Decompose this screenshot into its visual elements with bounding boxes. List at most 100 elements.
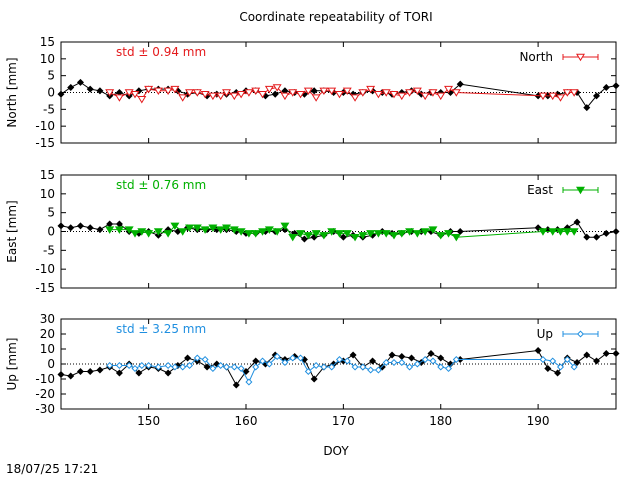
north-point <box>319 87 329 96</box>
up-point <box>164 361 172 370</box>
up-point <box>367 366 375 374</box>
north-point <box>342 87 352 96</box>
reference-point <box>456 227 464 236</box>
up-point <box>335 355 343 364</box>
east-point <box>216 226 226 234</box>
east-point <box>358 232 368 240</box>
north-point <box>373 90 383 99</box>
y-tick-label: 0 <box>47 357 55 371</box>
reference-point <box>388 351 396 359</box>
y-tick-label: -10 <box>35 119 55 133</box>
chart-title: Coordinate repeatability of TORI <box>239 10 432 24</box>
reference-point <box>583 351 591 359</box>
up-point <box>312 361 320 370</box>
up-point <box>193 354 201 362</box>
east-point <box>192 224 202 232</box>
east-point <box>548 228 558 236</box>
reference-point <box>602 229 610 237</box>
east-point <box>105 226 115 234</box>
reference-point <box>583 104 591 112</box>
up-point <box>223 363 231 371</box>
y-axis-label: North [mm] <box>5 57 19 127</box>
up-point <box>445 364 453 373</box>
reference-point <box>76 78 84 86</box>
up-point <box>429 357 437 365</box>
north-point <box>105 89 115 97</box>
reference-point <box>408 354 416 362</box>
east-point <box>178 228 188 236</box>
north-point <box>436 92 446 101</box>
east-panel: -15 -10 -5 0 5 10 15 East [mm] std ± 0.76 mm East <box>5 168 620 295</box>
up-point <box>563 355 571 364</box>
north-point <box>114 94 124 102</box>
east-point <box>144 230 154 238</box>
up-point <box>570 363 578 371</box>
y-tick-label: -15 <box>35 281 55 295</box>
north-point <box>216 92 226 101</box>
y-tick-label: -15 <box>35 136 55 150</box>
north-point <box>163 87 173 96</box>
x-tick-label: 190 <box>527 414 550 428</box>
std-annotation: std ± 0.76 mm <box>116 178 206 192</box>
north-point <box>412 87 422 96</box>
y-tick-label: 0 <box>47 225 55 239</box>
reference-point <box>612 227 620 236</box>
reference-point <box>184 354 192 362</box>
up-point <box>297 354 305 362</box>
east-point <box>569 228 579 236</box>
north-point <box>381 89 391 97</box>
reference-point <box>437 354 445 362</box>
east-point <box>200 226 210 234</box>
y-tick-label: 10 <box>40 187 55 201</box>
reference-point <box>593 92 601 100</box>
north-point <box>296 90 306 99</box>
north-point <box>153 87 163 96</box>
east-point <box>303 232 313 240</box>
north-point <box>170 85 180 94</box>
north-point <box>208 92 218 101</box>
north-point <box>569 89 579 97</box>
reference-point <box>86 85 94 93</box>
y-tick-label: 10 <box>40 52 55 66</box>
east-point <box>124 226 134 234</box>
up-point <box>252 363 260 371</box>
up-point <box>138 361 146 370</box>
east-point <box>272 228 282 236</box>
north-point <box>222 89 232 97</box>
reference-point <box>57 90 65 98</box>
east-point <box>185 224 195 232</box>
north-point <box>548 92 558 101</box>
north-point <box>200 90 210 99</box>
north-point <box>562 89 572 97</box>
reference-point <box>573 218 581 226</box>
y-tick-label: -20 <box>35 387 55 401</box>
east-point <box>163 230 173 238</box>
reference-point <box>554 369 562 377</box>
up-point <box>273 352 281 361</box>
y-tick-label: 15 <box>40 168 55 182</box>
y-tick-label: 15 <box>40 35 55 49</box>
north-point <box>311 94 321 102</box>
reference-point <box>612 82 620 90</box>
reference-point <box>602 349 610 358</box>
reference-point <box>300 235 308 243</box>
east-point <box>288 233 298 242</box>
north-point <box>405 89 415 97</box>
y-tick-label: 5 <box>47 69 55 83</box>
north-point <box>229 92 239 101</box>
east-point <box>562 228 572 236</box>
reference-point <box>602 83 610 91</box>
reference-point <box>76 367 84 376</box>
reference-point <box>57 222 65 230</box>
north-point <box>334 90 344 99</box>
north-point <box>358 89 368 97</box>
up-point <box>437 363 445 371</box>
north-point <box>178 94 188 102</box>
north-point <box>185 89 195 97</box>
reference-point <box>593 233 601 241</box>
reference-point <box>378 363 386 371</box>
y-tick-label: -5 <box>43 102 55 116</box>
reference-series-line <box>60 349 616 386</box>
legend-label: North <box>519 50 553 64</box>
